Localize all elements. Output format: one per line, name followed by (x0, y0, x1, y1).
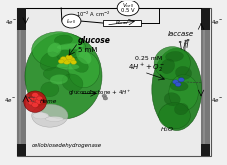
Ellipse shape (170, 81, 188, 91)
Circle shape (37, 96, 43, 100)
Bar (17, 8, 211, 156)
Circle shape (184, 42, 187, 44)
Circle shape (68, 57, 75, 62)
Ellipse shape (76, 49, 92, 64)
Text: cellobiosedehydrogenase: cellobiosedehydrogenase (32, 143, 102, 148)
Circle shape (63, 58, 71, 64)
Ellipse shape (32, 32, 86, 68)
Circle shape (32, 102, 39, 107)
Text: $H_2O$: $H_2O$ (160, 125, 174, 134)
Ellipse shape (41, 82, 59, 97)
Circle shape (178, 78, 184, 82)
Ellipse shape (68, 51, 100, 88)
Text: $V_{cell}$: $V_{cell}$ (122, 1, 134, 10)
Circle shape (28, 97, 34, 101)
Text: $4H^+ + O_2^-$: $4H^+ + O_2^-$ (128, 62, 165, 74)
Bar (201, 144, 210, 156)
Ellipse shape (62, 74, 83, 92)
Ellipse shape (32, 104, 68, 127)
FancyBboxPatch shape (103, 20, 141, 26)
Circle shape (28, 100, 35, 105)
Circle shape (179, 41, 182, 43)
Text: $4e^-$: $4e^-$ (211, 18, 223, 26)
Text: gluconolactone + $4H^+$: gluconolactone + $4H^+$ (68, 88, 132, 98)
Ellipse shape (174, 103, 188, 115)
Circle shape (29, 97, 37, 102)
Circle shape (35, 99, 42, 104)
Ellipse shape (57, 63, 79, 70)
Bar (17, 144, 26, 156)
Text: glucose: glucose (78, 36, 111, 45)
Ellipse shape (25, 33, 102, 119)
Circle shape (185, 40, 187, 42)
Circle shape (102, 94, 106, 98)
Circle shape (175, 82, 181, 86)
Circle shape (173, 80, 179, 84)
Ellipse shape (169, 75, 198, 111)
Circle shape (71, 60, 76, 64)
Ellipse shape (57, 49, 79, 61)
Ellipse shape (54, 35, 72, 45)
Ellipse shape (159, 102, 190, 129)
Ellipse shape (57, 43, 84, 50)
Ellipse shape (33, 112, 49, 119)
Ellipse shape (47, 43, 62, 57)
Ellipse shape (40, 52, 59, 71)
Bar (203, 30, 205, 144)
Circle shape (117, 0, 139, 16)
Circle shape (66, 55, 72, 60)
Text: $I_{cell}$: $I_{cell}$ (66, 17, 76, 26)
Circle shape (32, 93, 39, 98)
Ellipse shape (175, 66, 192, 79)
Circle shape (60, 57, 67, 61)
Ellipse shape (45, 116, 64, 121)
Bar (201, 8, 210, 30)
Text: $4e^-$: $4e^-$ (5, 18, 17, 26)
Ellipse shape (50, 74, 68, 84)
Text: Heme: Heme (40, 99, 57, 104)
Circle shape (187, 39, 190, 41)
Ellipse shape (165, 51, 183, 61)
Circle shape (62, 14, 81, 28)
Circle shape (34, 95, 41, 100)
Ellipse shape (152, 48, 202, 131)
Text: $4e^-$: $4e^-$ (211, 96, 223, 104)
Circle shape (58, 59, 64, 64)
Ellipse shape (154, 47, 190, 80)
Ellipse shape (164, 93, 180, 106)
Ellipse shape (24, 91, 47, 112)
Text: $4e^-$: $4e^-$ (4, 96, 17, 104)
Text: $R_{load}$: $R_{load}$ (115, 18, 129, 27)
Text: 0.5 V: 0.5 V (121, 8, 135, 13)
Circle shape (103, 97, 108, 100)
Text: laccase: laccase (168, 31, 194, 37)
Ellipse shape (161, 59, 175, 74)
Text: $10^{-2}$ A cm$^{-2}$: $10^{-2}$ A cm$^{-2}$ (76, 10, 110, 19)
Bar (17, 8, 26, 30)
Text: 0.25 mM: 0.25 mM (135, 56, 162, 61)
Text: 5 mM: 5 mM (78, 47, 98, 53)
Bar (201, 30, 210, 144)
Ellipse shape (70, 57, 88, 72)
Bar (17, 30, 26, 144)
Bar (19, 30, 21, 144)
Ellipse shape (43, 68, 70, 81)
